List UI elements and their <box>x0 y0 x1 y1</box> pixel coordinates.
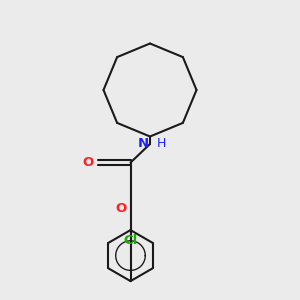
Text: N: N <box>137 137 148 150</box>
Text: H: H <box>157 137 166 150</box>
Text: O: O <box>83 155 94 169</box>
Text: Cl: Cl <box>123 234 138 247</box>
Text: O: O <box>116 202 127 215</box>
